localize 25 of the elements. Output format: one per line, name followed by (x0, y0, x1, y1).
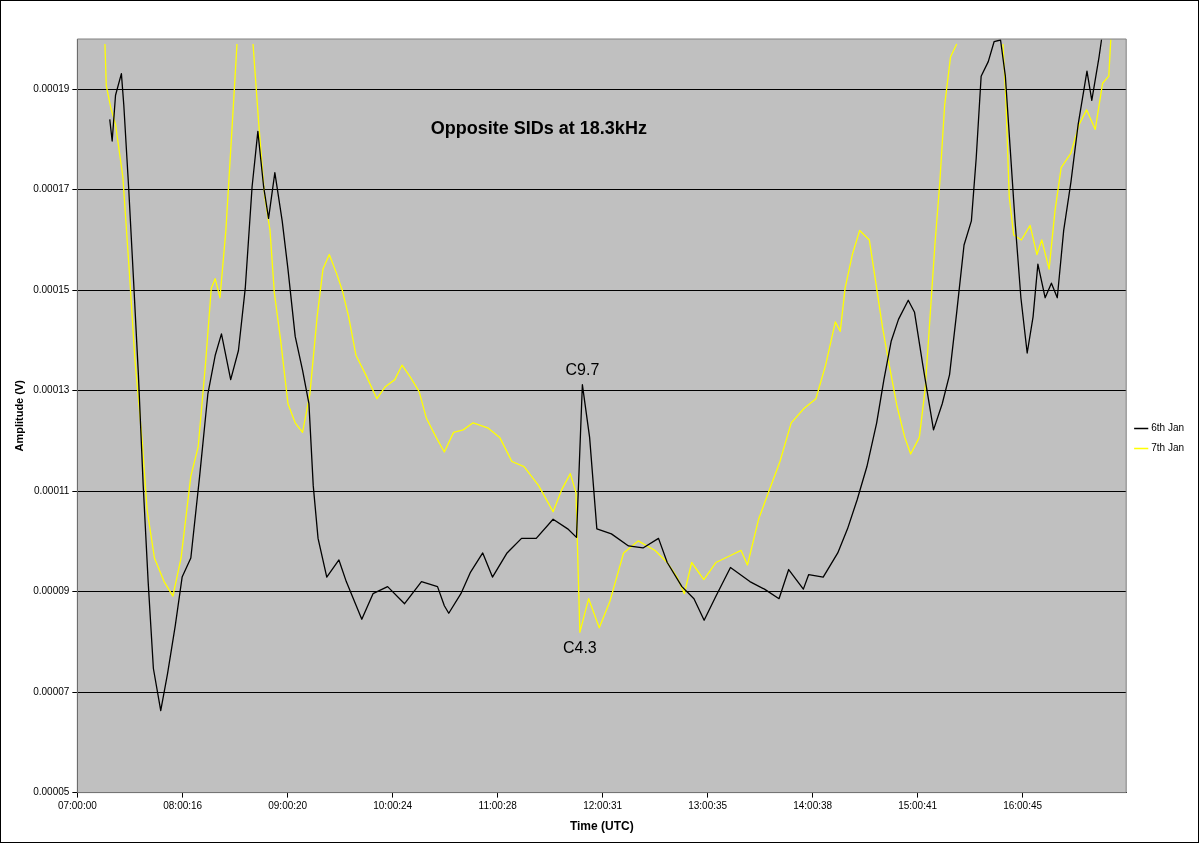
x-tick-label: 07:00:00 (57, 800, 98, 812)
x-tick-label: 12:00:31 (583, 800, 623, 812)
y-tick-label: 0.00013 (33, 384, 70, 396)
y-tick-label: 0.00015 (33, 283, 70, 295)
legend-label: 6th Jan (1151, 422, 1185, 434)
y-tick-label: 0.00017 (33, 183, 70, 195)
y-tick-label: 0.00011 (33, 484, 70, 496)
x-tick-label: 16:00:45 (1003, 800, 1043, 812)
y-axis-title: Amplitude (V) (12, 379, 25, 452)
x-tick-label: 08:00:16 (163, 800, 203, 812)
y-tick-label: 0.00009 (33, 585, 70, 597)
x-axis-title: Time (UTC) (569, 819, 634, 834)
x-tick-label: 09:00:20 (268, 800, 308, 812)
annotation: C9.7 (565, 361, 600, 379)
annotation: C4.3 (562, 638, 597, 656)
x-tick-label: 11:00:28 (478, 800, 518, 812)
y-tick-label: 0.00005 (33, 786, 70, 798)
y-tick-label: 0.00019 (33, 82, 70, 94)
x-tick-label: 13:00:35 (688, 800, 728, 812)
x-tick-label: 10:00:24 (373, 800, 413, 812)
x-tick-label: 15:00:41 (898, 800, 938, 812)
y-tick-label: 0.00007 (33, 685, 70, 697)
x-tick-label: 14:00:38 (793, 800, 833, 812)
text: Opposite SIDs at 18.3kHz (430, 117, 647, 138)
legend-label: 7th Jan (1151, 442, 1185, 454)
